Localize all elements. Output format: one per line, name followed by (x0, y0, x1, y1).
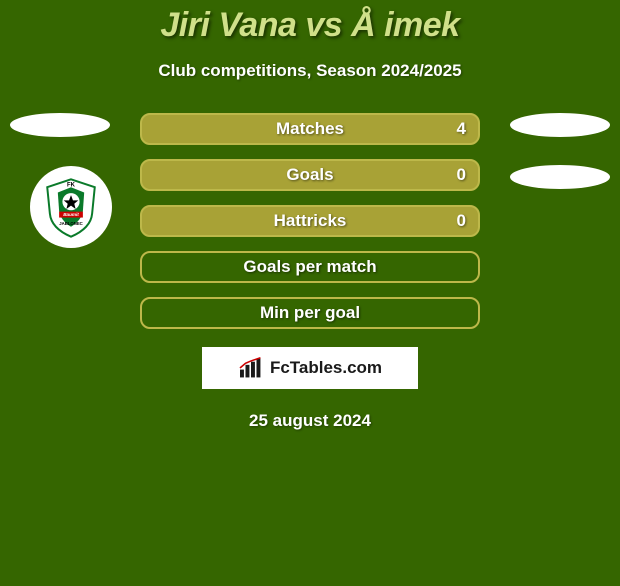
stat-rows: Matches 4 Goals 0 Hattricks 0 Goals per … (140, 113, 480, 329)
club-badge: FK Baumit JABLONEC (30, 166, 112, 248)
player-slot-left (10, 113, 110, 137)
stat-label: Hattricks (274, 211, 347, 231)
branding-bar[interactable]: FcTables.com (202, 347, 418, 389)
stat-row-min-per-goal: Min per goal (140, 297, 480, 329)
stat-row-goals-per-match: Goals per match (140, 251, 480, 283)
stat-row-matches: Matches 4 (140, 113, 480, 145)
chart-icon (238, 357, 264, 379)
stat-value: 0 (457, 211, 466, 231)
stat-value: 4 (457, 119, 466, 139)
svg-text:JABLONEC: JABLONEC (59, 221, 83, 226)
stat-label: Min per goal (260, 303, 360, 323)
date-label: 25 august 2024 (0, 411, 620, 431)
svg-text:FK: FK (67, 183, 76, 189)
page-subtitle: Club competitions, Season 2024/2025 (0, 61, 620, 81)
stat-label: Matches (276, 119, 344, 139)
stat-label: Goals (286, 165, 333, 185)
stat-row-hattricks: Hattricks 0 (140, 205, 480, 237)
player-slot-right-1 (510, 113, 610, 137)
content: FK Baumit JABLONEC Matches 4 Goals 0 Hat… (0, 113, 620, 431)
stat-label: Goals per match (243, 257, 376, 277)
page-title: Jiri Vana vs Å imek (0, 6, 620, 45)
stat-row-goals: Goals 0 (140, 159, 480, 191)
player-slot-right-2 (510, 165, 610, 189)
stat-value: 0 (457, 165, 466, 185)
club-badge-icon: FK Baumit JABLONEC (38, 174, 104, 240)
branding-label: FcTables.com (270, 358, 382, 378)
svg-text:Baumit: Baumit (63, 212, 79, 217)
